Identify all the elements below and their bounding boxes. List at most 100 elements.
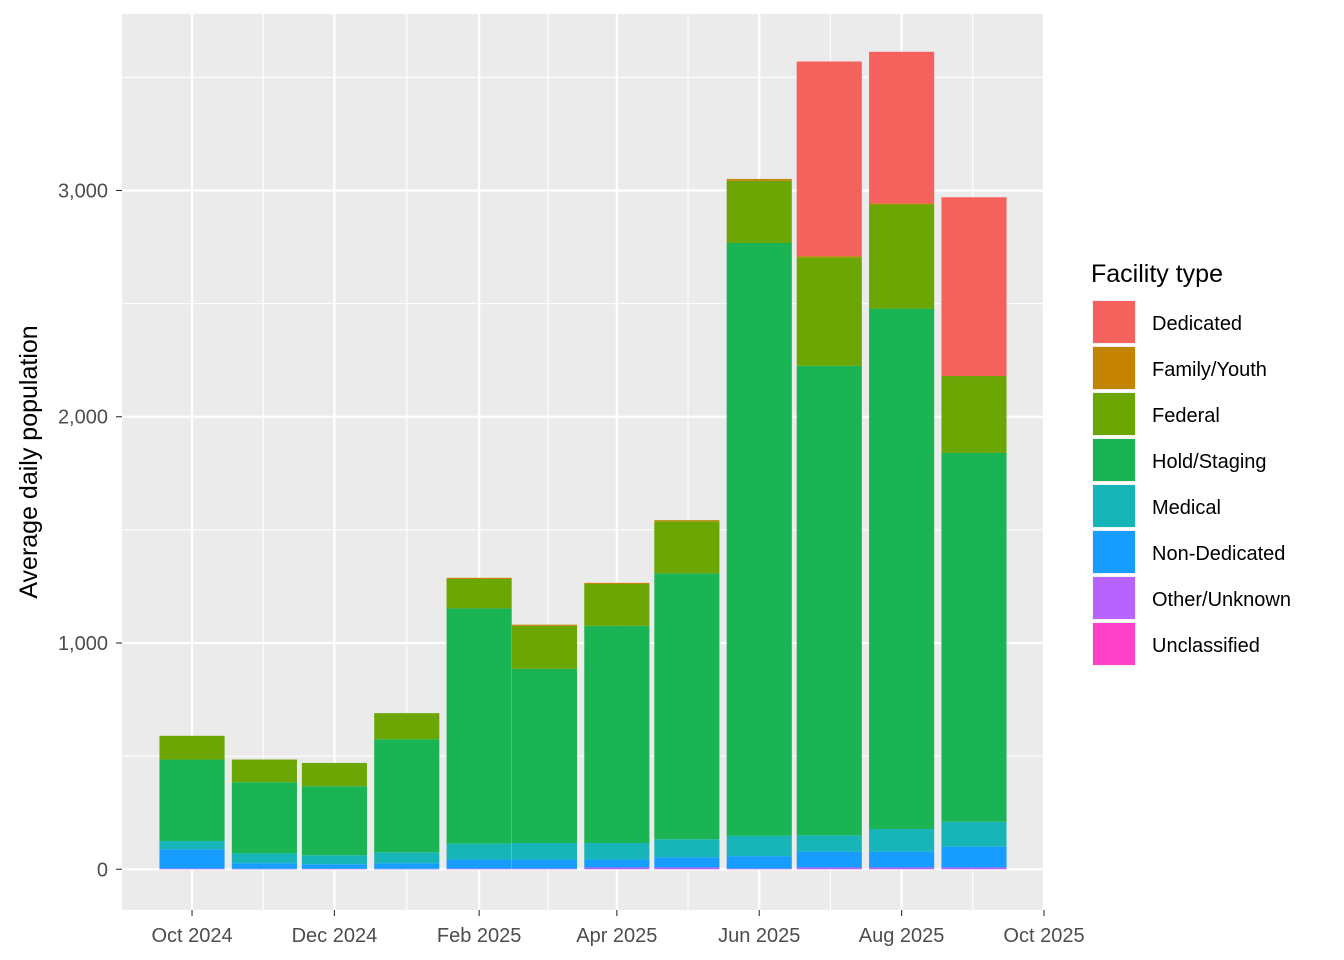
- bar-segment-medical: [796, 835, 862, 852]
- x-tick-label: Feb 2025: [437, 925, 522, 947]
- legend-swatch: [1093, 485, 1135, 527]
- bar-segment-non-dedicated: [654, 857, 720, 868]
- bar-segment-other-unknown: [796, 867, 862, 870]
- bar-segment-medical: [869, 828, 935, 852]
- bar-segment-non-dedicated: [374, 863, 440, 869]
- bar-segment-non-dedicated: [584, 859, 650, 868]
- bar-segment-family-youth: [446, 577, 512, 579]
- bar-segment-dedicated: [796, 61, 862, 257]
- bar-segment-family-youth: [796, 256, 862, 258]
- bar-segment-other-unknown: [446, 868, 512, 870]
- bar-segment-federal: [374, 713, 440, 740]
- bar-segment-other-unknown: [159, 868, 225, 870]
- bar-segment-other-unknown: [511, 868, 578, 870]
- bar-segment-medical: [159, 840, 225, 850]
- y-axis-title: Average daily population: [15, 325, 43, 598]
- bar-segment-hold-staging: [511, 668, 578, 844]
- bar-segment-family-youth: [869, 203, 935, 205]
- x-tick-label: Oct 2025: [1003, 925, 1084, 947]
- bar-segment-non-dedicated: [726, 856, 792, 869]
- bar-segment-non-dedicated: [301, 864, 367, 869]
- legend: Facility type Dedicated Family/Youth Feder…: [1091, 260, 1291, 666]
- bar-segment-hold-staging: [159, 759, 225, 841]
- bar-segment-non-dedicated: [159, 849, 225, 869]
- bar-segment-medical: [231, 853, 297, 864]
- x-axis: Oct 2024 Dec 2024 Feb 2025 Apr 2025 Jun 2025…: [151, 910, 1085, 947]
- bar-segment-federal: [796, 257, 862, 366]
- bar-segment-hold-staging: [796, 365, 862, 836]
- bar-segment-federal: [511, 625, 578, 669]
- bar-segment-dedicated: [941, 197, 1007, 377]
- bar-segment-federal: [446, 578, 512, 609]
- bar-segment-medical: [941, 821, 1007, 847]
- bar-segment-hold-staging: [726, 242, 792, 836]
- bar-segment-hold-staging: [869, 308, 935, 829]
- bar-segment-federal: [301, 762, 367, 787]
- legend-label: Federal: [1152, 405, 1220, 427]
- legend-swatch: [1093, 577, 1135, 619]
- bar-segment-non-dedicated: [231, 863, 297, 869]
- bar-segment-non-dedicated: [511, 859, 578, 869]
- bar-segment-medical: [584, 843, 650, 860]
- bar-segment-hold-staging: [654, 573, 720, 840]
- bar-segment-hold-staging: [941, 452, 1007, 822]
- bar-segment-hold-staging: [374, 739, 440, 853]
- bar-segment-hold-staging: [446, 608, 512, 844]
- bar-segment-medical: [301, 855, 367, 865]
- legend-swatch: [1093, 393, 1135, 435]
- bar-segment-medical: [511, 843, 578, 860]
- bar-segment-other-unknown: [726, 868, 792, 870]
- bar-segment-family-youth: [511, 624, 578, 626]
- legend-label: Dedicated: [1152, 313, 1242, 335]
- y-tick-label: 3,000: [58, 180, 108, 202]
- bar-segment-medical: [446, 843, 512, 860]
- legend-label: Non-Dedicated: [1152, 543, 1285, 565]
- bar-segment-hold-staging: [584, 625, 650, 844]
- legend-swatch: [1093, 347, 1135, 389]
- bar-segment-federal: [584, 583, 650, 626]
- bar-segment-other-unknown: [869, 867, 935, 870]
- bar-segment-federal: [159, 735, 225, 760]
- x-tick-label: Dec 2024: [292, 925, 378, 947]
- y-tick-label: 2,000: [58, 407, 108, 429]
- legend-swatch: [1093, 531, 1135, 573]
- bar-segment-federal: [654, 521, 720, 574]
- y-axis: 0 1,000 2,000 3,000: [58, 180, 122, 881]
- legend-label: Unclassified: [1152, 635, 1260, 657]
- bar-segment-dedicated: [869, 51, 935, 204]
- legend-title: Facility type: [1091, 260, 1223, 288]
- bar-segment-non-dedicated: [796, 851, 862, 868]
- bar-segment-federal: [231, 759, 297, 783]
- bar-segment-medical: [654, 839, 720, 858]
- bar-segment-family-youth: [654, 520, 720, 522]
- bar-segment-other-unknown: [374, 868, 440, 870]
- bar-segment-other-unknown: [941, 867, 1007, 870]
- x-tick-label: Jun 2025: [718, 925, 800, 947]
- bar-segment-federal: [726, 180, 792, 243]
- legend-label: Other/Unknown: [1152, 589, 1291, 611]
- bar-segment-medical: [374, 852, 440, 864]
- legend-label: Family/Youth: [1152, 359, 1267, 381]
- bar-segment-federal: [869, 204, 935, 309]
- bar-segment-other-unknown: [301, 868, 367, 870]
- x-tick-label: Apr 2025: [576, 925, 657, 947]
- bar-segment-family-youth: [726, 178, 792, 181]
- x-tick-label: Oct 2024: [151, 925, 232, 947]
- bar-segment-non-dedicated: [941, 846, 1007, 868]
- bar-segment-hold-staging: [301, 786, 367, 856]
- legend-swatch: [1093, 623, 1135, 665]
- x-tick-label: Aug 2025: [859, 925, 945, 947]
- bar-segment-non-dedicated: [869, 851, 935, 868]
- legend-label: Medical: [1152, 497, 1221, 519]
- legend-swatch: [1093, 301, 1135, 343]
- bar-segment-non-dedicated: [446, 859, 512, 869]
- bar-segment-other-unknown: [654, 867, 720, 870]
- y-tick-label: 1,000: [58, 633, 108, 655]
- bars: [159, 51, 1007, 870]
- bar-segment-hold-staging: [231, 782, 297, 854]
- bar-segment-medical: [726, 835, 792, 857]
- bar-segment-other-unknown: [231, 868, 297, 870]
- bar-segment-family-youth: [584, 582, 650, 584]
- legend-label: Hold/Staging: [1152, 451, 1267, 473]
